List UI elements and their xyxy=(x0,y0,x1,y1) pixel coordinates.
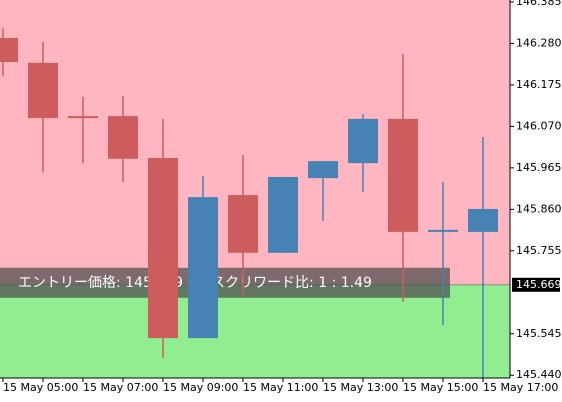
candle-body xyxy=(28,62,58,119)
candle-body xyxy=(228,195,258,253)
candle-body xyxy=(468,208,498,232)
y-tick-label: 146.385 xyxy=(516,0,562,8)
x-tick-label: 15 May 09:00 xyxy=(163,381,238,394)
reward-zone xyxy=(0,284,510,378)
axis-panel xyxy=(510,0,562,402)
candle-body xyxy=(268,176,298,253)
x-tick-label: 15 May 05:00 xyxy=(3,381,78,394)
y-tick-label: 146.070 xyxy=(516,119,562,132)
candle-body xyxy=(0,37,18,63)
annotation-box xyxy=(0,267,450,298)
x-tick-label: 15 May 15:00 xyxy=(403,381,478,394)
candle-body xyxy=(428,229,458,232)
axis-bottom xyxy=(0,378,510,402)
candle-body xyxy=(68,116,98,119)
x-tick-label: 15 May 13:00 xyxy=(323,381,398,394)
x-tick-label: 15 May 17:00 xyxy=(483,381,558,394)
entry-price-tag xyxy=(512,277,560,292)
candle-body xyxy=(148,157,178,339)
y-tick-label: 145.545 xyxy=(516,327,562,340)
entry-price-label: 145.669 xyxy=(516,278,562,291)
y-tick-label: 146.280 xyxy=(516,36,562,49)
candle-body xyxy=(348,118,378,164)
candle-body xyxy=(108,116,138,159)
y-tick-label: 145.755 xyxy=(516,244,562,257)
candle-body xyxy=(188,197,218,339)
x-tick-label: 15 May 07:00 xyxy=(83,381,158,394)
y-tick-label: 145.965 xyxy=(516,161,562,174)
y-tick-label: 146.175 xyxy=(516,78,562,91)
x-tick-label: 15 May 11:00 xyxy=(243,381,318,394)
y-tick-label: 145.440 xyxy=(516,368,562,381)
candle-body xyxy=(308,161,338,179)
candle-body xyxy=(388,118,418,232)
y-tick-label: 145.860 xyxy=(516,202,562,215)
